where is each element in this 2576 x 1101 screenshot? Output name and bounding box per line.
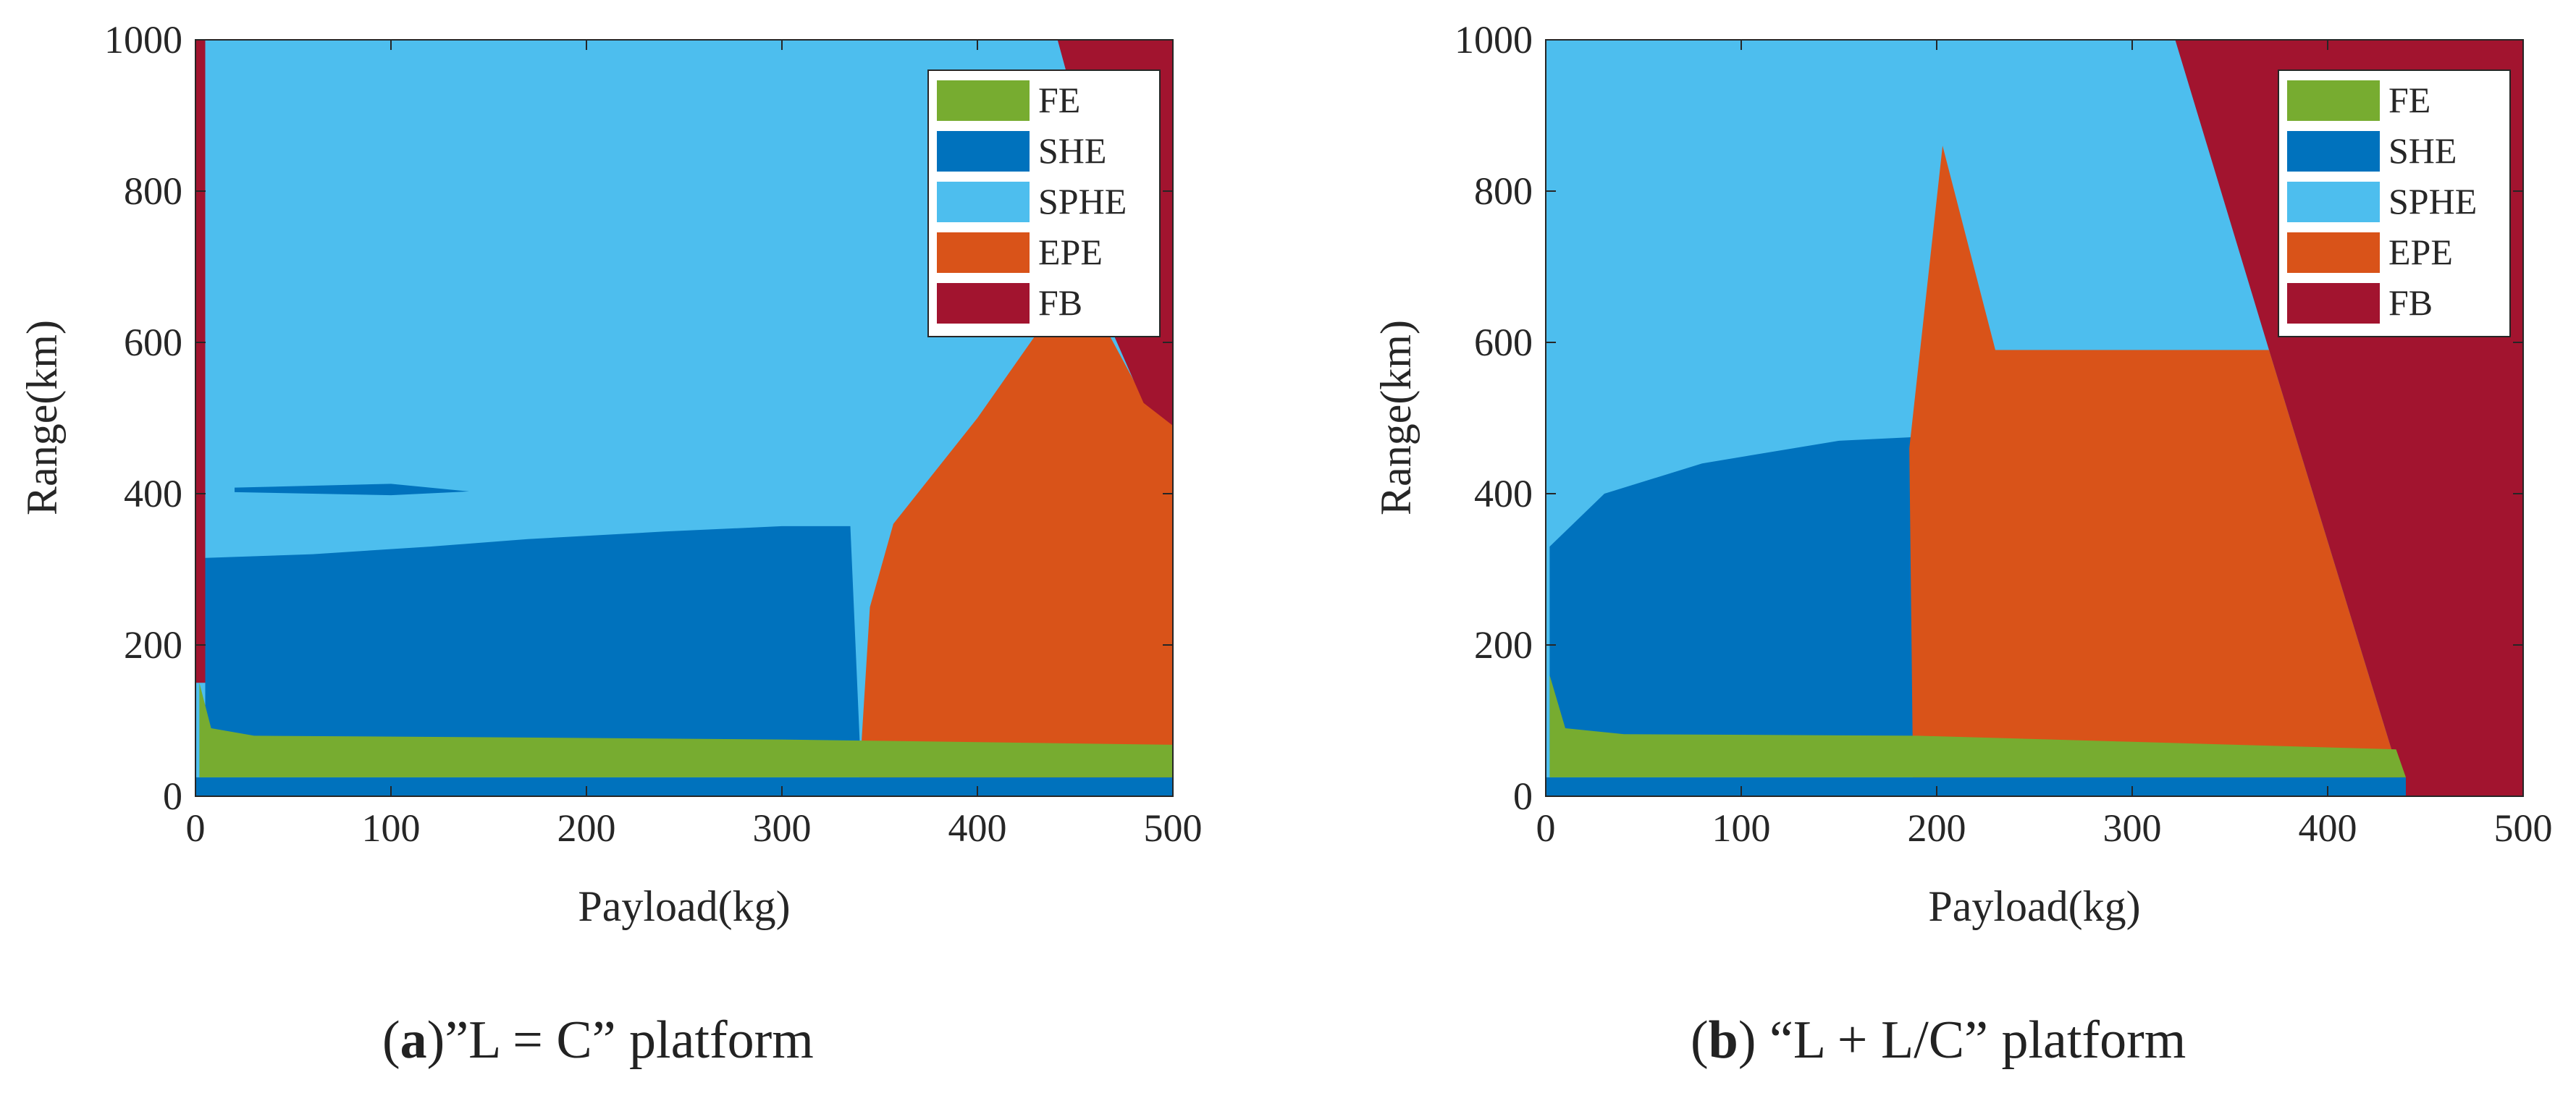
- legend-label-she-b: SHE: [2388, 130, 2457, 171]
- y-tick-label-b-4: 800: [1474, 169, 1533, 213]
- region-she-a-2: [235, 484, 469, 496]
- y-tick-label-a-3: 600: [124, 321, 182, 364]
- x-axis-label-b: Payload(kg): [1928, 882, 2140, 930]
- y-axis-label-a: Range(km): [18, 320, 66, 515]
- legend-label-fb-b: FB: [2388, 282, 2433, 323]
- region-fe-b-5: [1549, 675, 2406, 777]
- y-tick-label-a-4: 800: [124, 169, 182, 213]
- legend-label-epe-b: EPE: [2388, 232, 2453, 272]
- legend-b: FE SHE SPHE EPE FB: [2278, 69, 2511, 337]
- chart-panel-b: 0 100 200 300 400 500 0 200 400 600 800 1000 Paylo…: [1372, 18, 2553, 930]
- x-tick-label-a-4: 400: [948, 806, 1007, 850]
- x-tick-label-b-5: 500: [2494, 806, 2553, 850]
- legend-swatch-fb-a: [937, 283, 1030, 324]
- y-tick-label-b-5: 1000: [1455, 18, 1533, 62]
- region-fe-a-7: [199, 683, 1173, 777]
- x-tick-label-a-5: 500: [1144, 806, 1203, 850]
- caption-b: (b) “L + L/C” platform: [1691, 1011, 2186, 1070]
- x-axis-ticks-b: 0 100 200 300 400 500: [1536, 40, 2553, 850]
- legend-swatch-sphe-b: [2287, 182, 2380, 222]
- legend-label-fe-a: FE: [1038, 80, 1080, 120]
- legend-label-she-a: SHE: [1038, 130, 1106, 171]
- region-epe-b-2: [1909, 145, 2406, 796]
- y-tick-label-a-5: 1000: [104, 18, 182, 62]
- y-tick-label-a-2: 400: [124, 472, 182, 515]
- caption-b-id: b: [1708, 1011, 1738, 1070]
- legend-swatch-sphe-a: [937, 182, 1030, 222]
- y-axis-ticks-a: 0 200 400 600 800 1000: [104, 18, 1173, 818]
- legend-label-epe-a: EPE: [1038, 232, 1103, 272]
- x-tick-label-a-1: 100: [362, 806, 421, 850]
- x-tick-label-b-4: 400: [2299, 806, 2357, 850]
- legend-label-sphe-a: SPHE: [1038, 181, 1127, 222]
- y-axis-label-b: Range(km): [1372, 320, 1420, 515]
- caption-a-id: a: [400, 1011, 427, 1070]
- y-tick-label-b-3: 600: [1474, 321, 1533, 364]
- y-tick-label-a-1: 200: [124, 623, 182, 667]
- region-she-a-1: [205, 526, 860, 751]
- x-tick-label-b-0: 0: [1536, 806, 1556, 850]
- x-axis-ticks-a: 0 100 200 300 400 500: [186, 40, 1203, 850]
- region-fb-a-5: [195, 40, 206, 683]
- x-tick-label-b-1: 100: [1712, 806, 1771, 850]
- y-tick-label-b-0: 0: [1513, 775, 1533, 818]
- x-tick-label-a-3: 300: [753, 806, 812, 850]
- legend-swatch-fb-b: [2287, 283, 2380, 324]
- y-tick-label-b-1: 200: [1474, 623, 1533, 667]
- caption-a: (a)”L = C” platform: [382, 1011, 814, 1070]
- region-epe-a-3: [858, 300, 1173, 796]
- legend-swatch-epe-a: [937, 232, 1030, 273]
- x-tick-label-a-2: 200: [557, 806, 616, 850]
- x-axis-label-a: Payload(kg): [578, 882, 790, 930]
- y-tick-label-b-2: 400: [1474, 472, 1533, 515]
- legend-swatch-fe-b: [2287, 80, 2380, 121]
- legend-swatch-she-a: [937, 131, 1030, 172]
- y-tick-label-a-0: 0: [163, 775, 182, 818]
- legend-label-fb-a: FB: [1038, 282, 1082, 323]
- chart-panel-a: 0 100 200 300 400 500 0 200 400 600 800 1000 Paylo…: [18, 18, 1203, 930]
- legend-label-sphe-b: SPHE: [2388, 181, 2477, 222]
- legend-a: FE SHE SPHE EPE FB: [927, 69, 1161, 337]
- caption-a-text: ”L = C” platform: [445, 1011, 814, 1070]
- legend-swatch-epe-b: [2287, 232, 2380, 273]
- x-tick-label-a-0: 0: [186, 806, 206, 850]
- plot-frame-a: [195, 39, 1174, 797]
- legend-label-fe-b: FE: [2388, 80, 2430, 120]
- region-she-b-1: [1549, 436, 1917, 751]
- region-she-b-4: [1546, 777, 2406, 796]
- legend-swatch-fe-a: [937, 80, 1030, 121]
- caption-b-text: “L + L/C” platform: [1769, 1011, 2186, 1070]
- legend-swatch-she-b: [2287, 131, 2380, 172]
- region-she-a-6: [195, 777, 1173, 796]
- y-axis-ticks-b: 0 200 400 600 800 1000: [1455, 18, 2523, 818]
- x-tick-label-b-2: 200: [1908, 806, 1966, 850]
- x-tick-label-b-3: 300: [2103, 806, 2162, 850]
- plot-frame-b: [1545, 39, 2524, 797]
